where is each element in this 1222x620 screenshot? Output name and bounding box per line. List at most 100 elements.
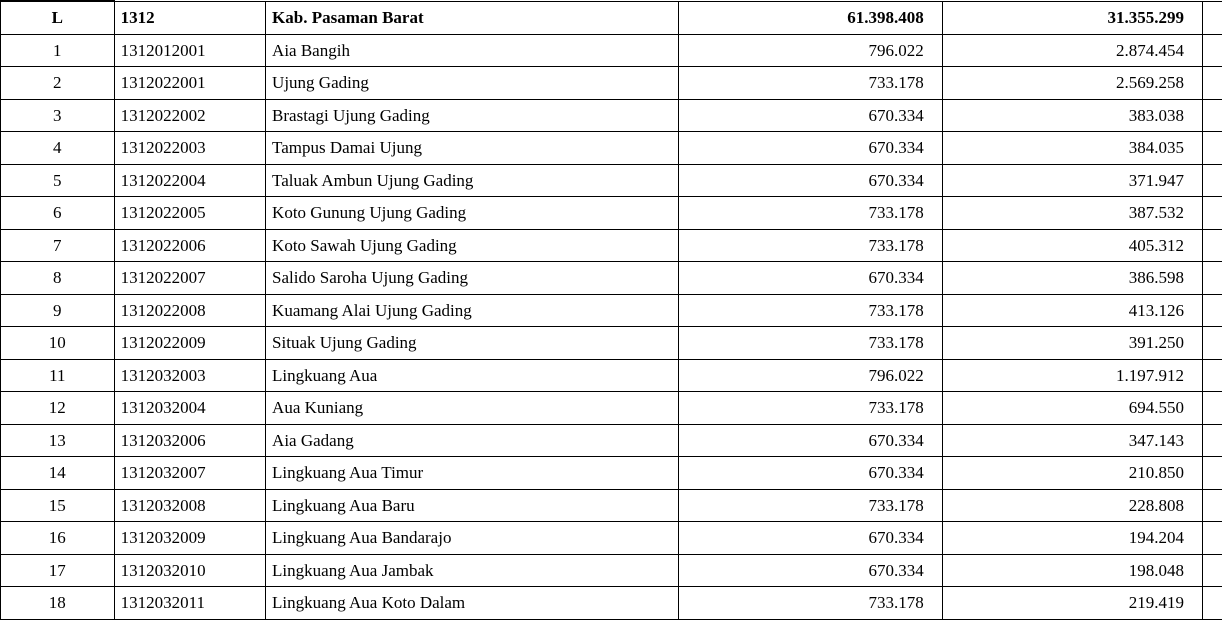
table-row: 11312012001Aia Bangih796.0222.874.454 [1, 34, 1222, 67]
cell-code: 1312022006 [114, 229, 265, 262]
cell-idx: 7 [1, 229, 115, 262]
table-row: 41312022003Tampus Damai Ujung670.334384.… [1, 132, 1222, 165]
cell-val1: 670.334 [678, 424, 942, 457]
allocation-table: L 1312 Kab. Pasaman Barat 61.398.408 31.… [0, 0, 1222, 620]
cell-tail [1202, 457, 1222, 490]
table-row: 91312022008Kuamang Alai Ujung Gading733.… [1, 294, 1222, 327]
cell-val2: 386.598 [942, 262, 1202, 295]
cell-name: Koto Sawah Ujung Gading [266, 229, 679, 262]
cell-tail [1202, 99, 1222, 132]
cell-name: Brastagi Ujung Gading [266, 99, 679, 132]
cell-idx: 17 [1, 554, 115, 587]
cell-val2: 383.038 [942, 99, 1202, 132]
header-val2: 31.355.299 [942, 1, 1202, 34]
cell-val2: 384.035 [942, 132, 1202, 165]
cell-tail [1202, 554, 1222, 587]
cell-code: 1312022008 [114, 294, 265, 327]
table-row: 171312032010Lingkuang Aua Jambak670.3341… [1, 554, 1222, 587]
header-code: 1312 [114, 1, 265, 34]
table-row: 181312032011Lingkuang Aua Koto Dalam733.… [1, 587, 1222, 620]
table-row: 111312032003Lingkuang Aua796.0221.197.91… [1, 359, 1222, 392]
header-idx: L [1, 1, 115, 34]
cell-idx: 10 [1, 327, 115, 360]
cell-name: Lingkuang Aua Bandarajo [266, 522, 679, 555]
table-row: 161312032009Lingkuang Aua Bandarajo670.3… [1, 522, 1222, 555]
table-row: 51312022004Taluak Ambun Ujung Gading670.… [1, 164, 1222, 197]
table-body: L 1312 Kab. Pasaman Barat 61.398.408 31.… [1, 1, 1222, 619]
cell-val2: 413.126 [942, 294, 1202, 327]
cell-tail [1202, 327, 1222, 360]
cell-idx: 13 [1, 424, 115, 457]
cell-tail [1202, 164, 1222, 197]
cell-val1: 670.334 [678, 99, 942, 132]
cell-name: Lingkuang Aua Timur [266, 457, 679, 490]
cell-code: 1312032009 [114, 522, 265, 555]
cell-val1: 670.334 [678, 457, 942, 490]
cell-val2: 371.947 [942, 164, 1202, 197]
cell-name: Lingkuang Aua Baru [266, 489, 679, 522]
cell-code: 1312032004 [114, 392, 265, 425]
cell-code: 1312022001 [114, 67, 265, 100]
cell-idx: 16 [1, 522, 115, 555]
cell-name: Aua Kuniang [266, 392, 679, 425]
cell-name: Aia Gadang [266, 424, 679, 457]
cell-name: Salido Saroha Ujung Gading [266, 262, 679, 295]
cell-tail [1202, 229, 1222, 262]
cell-tail [1202, 424, 1222, 457]
cell-tail [1202, 359, 1222, 392]
table-row: 131312032006Aia Gadang670.334347.143 [1, 424, 1222, 457]
cell-name: Lingkuang Aua [266, 359, 679, 392]
cell-idx: 3 [1, 99, 115, 132]
cell-val2: 198.048 [942, 554, 1202, 587]
cell-idx: 5 [1, 164, 115, 197]
cell-name: Taluak Ambun Ujung Gading [266, 164, 679, 197]
cell-name: Koto Gunung Ujung Gading [266, 197, 679, 230]
table-row: 121312032004Aua Kuniang733.178694.550 [1, 392, 1222, 425]
cell-val2: 694.550 [942, 392, 1202, 425]
cell-val2: 391.250 [942, 327, 1202, 360]
table-row: 31312022002Brastagi Ujung Gading670.3343… [1, 99, 1222, 132]
cell-val1: 733.178 [678, 327, 942, 360]
cell-name: Aia Bangih [266, 34, 679, 67]
cell-code: 1312022004 [114, 164, 265, 197]
cell-code: 1312022009 [114, 327, 265, 360]
header-name: Kab. Pasaman Barat [266, 1, 679, 34]
cell-val1: 733.178 [678, 392, 942, 425]
cell-idx: 1 [1, 34, 115, 67]
cell-val1: 670.334 [678, 164, 942, 197]
cell-code: 1312032003 [114, 359, 265, 392]
cell-code: 1312032011 [114, 587, 265, 620]
cell-name: Tampus Damai Ujung [266, 132, 679, 165]
cell-idx: 14 [1, 457, 115, 490]
header-val1: 61.398.408 [678, 1, 942, 34]
cell-idx: 4 [1, 132, 115, 165]
cell-idx: 12 [1, 392, 115, 425]
cell-val1: 670.334 [678, 132, 942, 165]
cell-name: Ujung Gading [266, 67, 679, 100]
cell-val2: 2.874.454 [942, 34, 1202, 67]
cell-val2: 347.143 [942, 424, 1202, 457]
cell-idx: 11 [1, 359, 115, 392]
cell-idx: 9 [1, 294, 115, 327]
cell-val2: 2.569.258 [942, 67, 1202, 100]
cell-val1: 733.178 [678, 489, 942, 522]
cell-code: 1312022005 [114, 197, 265, 230]
cell-tail [1202, 294, 1222, 327]
cell-code: 1312022007 [114, 262, 265, 295]
cell-code: 1312032008 [114, 489, 265, 522]
cell-code: 1312032010 [114, 554, 265, 587]
cell-val1: 733.178 [678, 294, 942, 327]
cell-idx: 18 [1, 587, 115, 620]
cell-name: Situak Ujung Gading [266, 327, 679, 360]
cell-idx: 8 [1, 262, 115, 295]
cell-val2: 405.312 [942, 229, 1202, 262]
cell-val2: 1.197.912 [942, 359, 1202, 392]
table-row: 81312022007Salido Saroha Ujung Gading670… [1, 262, 1222, 295]
cell-code: 1312012001 [114, 34, 265, 67]
cell-code: 1312022003 [114, 132, 265, 165]
cell-val2: 387.532 [942, 197, 1202, 230]
table-row: 141312032007Lingkuang Aua Timur670.33421… [1, 457, 1222, 490]
cell-val2: 194.204 [942, 522, 1202, 555]
cell-val1: 670.334 [678, 262, 942, 295]
cell-tail [1202, 67, 1222, 100]
